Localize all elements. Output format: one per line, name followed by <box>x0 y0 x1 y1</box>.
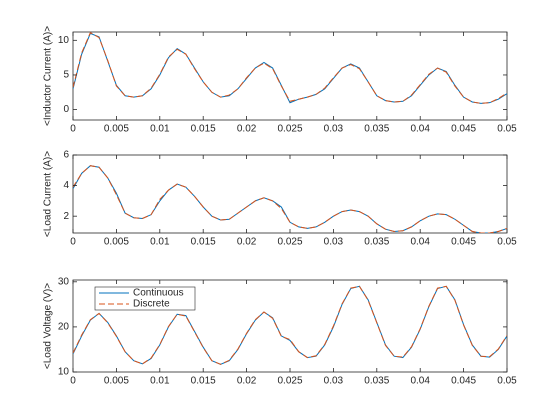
x-tick-label: 0.015 <box>191 124 216 135</box>
x-tick-label: 0.03 <box>324 124 344 135</box>
x-tick-label: 0.005 <box>104 124 129 135</box>
subplot: 0 0.005 0.01 0.015 0.02 0.025 0.03 0.035 0.04 0.0… <box>43 276 518 386</box>
x-tick-label: 0.01 <box>150 376 170 387</box>
x-tick-label: 0.05 <box>497 124 517 135</box>
y-tick-label: 0 <box>63 104 69 115</box>
series-line <box>73 285 507 365</box>
legend-label: Discrete <box>133 299 170 310</box>
legend-label: Continuous <box>133 288 184 299</box>
x-tick-label: 0.045 <box>451 376 476 387</box>
x-tick-label: 0.04 <box>410 376 430 387</box>
y-tick-label: 20 <box>58 322 70 333</box>
x-tick-label: 0.005 <box>104 237 129 248</box>
x-tick-label: 0.02 <box>237 376 257 387</box>
x-tick-label: 0.05 <box>497 376 517 387</box>
y-tick-label: 2 <box>63 211 69 222</box>
x-tick-label: 0.01 <box>150 237 170 248</box>
plot-area <box>72 31 508 121</box>
subplot: 0 0.005 0.01 0.015 0.02 0.025 0.03 0.035 0.04 0.0… <box>43 150 518 248</box>
x-tick-label: 0.045 <box>451 237 476 248</box>
x-tick-label: 0.04 <box>410 124 430 135</box>
x-tick-label: 0.02 <box>237 237 257 248</box>
x-tick-label: 0.03 <box>324 376 344 387</box>
x-tick-label: 0.035 <box>364 237 389 248</box>
y-tick-label: 10 <box>58 367 70 378</box>
y-tick-label: 30 <box>58 276 70 287</box>
x-tick-label: 0 <box>70 376 76 387</box>
x-tick-label: 0.05 <box>497 237 517 248</box>
x-tick-label: 0.035 <box>364 124 389 135</box>
x-tick-label: 0 <box>70 124 76 135</box>
x-tick-label: 0.025 <box>277 237 302 248</box>
y-axis-label: <Load Current (A)> <box>43 151 54 237</box>
x-tick-label: 0.015 <box>191 237 216 248</box>
y-tick-label: 4 <box>63 180 69 191</box>
y-tick-label: 5 <box>63 70 69 81</box>
x-tick-label: 0.035 <box>364 376 389 387</box>
y-axis-label: <Inductor Current (A)> <box>43 26 54 126</box>
y-tick-label: 6 <box>63 150 69 161</box>
x-tick-label: 0.025 <box>277 376 302 387</box>
y-tick-label: 10 <box>58 35 70 46</box>
x-tick-label: 0.045 <box>451 124 476 135</box>
x-tick-label: 0.01 <box>150 124 170 135</box>
series-line <box>73 165 507 233</box>
x-tick-label: 0 <box>70 237 76 248</box>
x-tick-label: 0.04 <box>410 237 430 248</box>
x-tick-label: 0.005 <box>104 376 129 387</box>
x-tick-label: 0.03 <box>324 237 344 248</box>
subplot: 0 0.005 0.01 0.015 0.02 0.025 0.03 0.035 0.04 0.0… <box>43 26 518 135</box>
series-line <box>73 32 507 104</box>
x-tick-label: 0.02 <box>237 124 257 135</box>
plot-area <box>72 154 508 234</box>
y-axis-label: <Load Voltage (V)> <box>43 283 54 369</box>
x-tick-label: 0.015 <box>191 376 216 387</box>
x-tick-label: 0.025 <box>277 124 302 135</box>
